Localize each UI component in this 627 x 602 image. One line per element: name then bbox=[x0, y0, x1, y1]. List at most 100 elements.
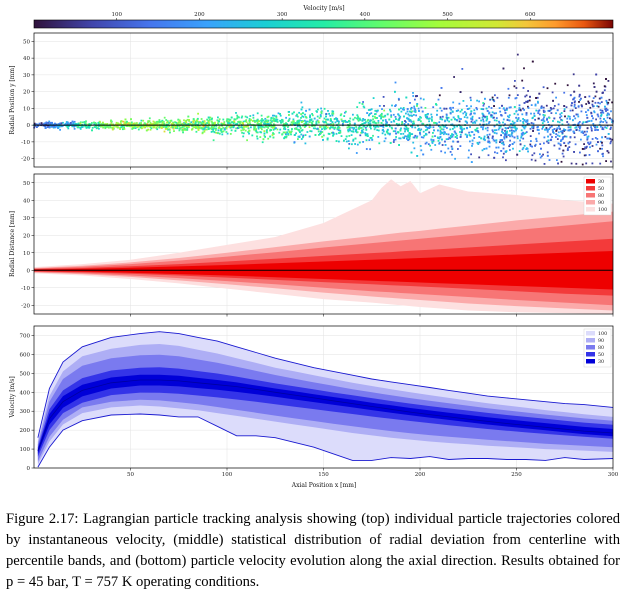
particle-point bbox=[560, 115, 563, 118]
particle-point bbox=[179, 123, 182, 125]
particle-point bbox=[595, 118, 597, 121]
particle-point bbox=[445, 133, 448, 135]
particle-point bbox=[296, 125, 299, 128]
particle-point bbox=[235, 127, 238, 130]
particle-point bbox=[65, 121, 68, 123]
particle-point bbox=[77, 125, 79, 128]
particle-point bbox=[543, 136, 546, 139]
particle-point bbox=[410, 107, 412, 110]
particle-point bbox=[535, 140, 538, 142]
particle-point bbox=[516, 135, 519, 138]
particle-point bbox=[589, 141, 592, 144]
particle-point bbox=[516, 94, 519, 96]
particle-point bbox=[454, 136, 457, 138]
particle-point bbox=[555, 112, 557, 115]
particle-point bbox=[482, 115, 485, 118]
particle-point bbox=[290, 131, 292, 134]
particle-point bbox=[66, 123, 69, 125]
particle-point bbox=[534, 143, 537, 146]
particle-point bbox=[186, 127, 189, 129]
particle-point bbox=[119, 123, 121, 126]
particle-point bbox=[188, 120, 190, 122]
particle-point bbox=[561, 152, 564, 155]
particle-point bbox=[407, 123, 410, 125]
particle-point bbox=[404, 135, 407, 138]
particle-point bbox=[424, 107, 427, 109]
particle-point bbox=[504, 123, 506, 126]
particle-point bbox=[537, 129, 540, 131]
particle-point bbox=[182, 131, 184, 134]
particle-point bbox=[265, 129, 268, 132]
particle-point bbox=[291, 128, 293, 130]
particle-point bbox=[609, 142, 612, 145]
particle-point bbox=[275, 127, 277, 129]
particle-point bbox=[539, 143, 542, 145]
particle-point bbox=[338, 127, 341, 129]
particle-point bbox=[333, 127, 336, 129]
particle-point bbox=[512, 130, 515, 132]
particle-point bbox=[306, 131, 309, 133]
particle-point bbox=[542, 86, 545, 89]
particle-point bbox=[597, 101, 600, 104]
particle-point bbox=[578, 126, 581, 128]
particle-point bbox=[317, 108, 319, 111]
particle-point bbox=[336, 120, 339, 122]
particle-point bbox=[458, 102, 461, 105]
particle-point bbox=[264, 136, 266, 138]
particle-point bbox=[363, 118, 366, 121]
particle-point bbox=[164, 125, 166, 128]
particle-point bbox=[174, 121, 176, 123]
particle-point bbox=[459, 110, 462, 113]
particle-point bbox=[414, 108, 417, 111]
particle-point bbox=[374, 113, 376, 116]
particle-point bbox=[502, 143, 505, 146]
particle-point bbox=[266, 116, 269, 119]
particle-point bbox=[349, 129, 351, 132]
particle-point bbox=[464, 111, 466, 113]
particle-point bbox=[486, 110, 489, 112]
particle-point bbox=[297, 120, 300, 123]
particle-point bbox=[169, 121, 171, 124]
particle-point bbox=[370, 112, 373, 115]
particle-point bbox=[134, 124, 136, 127]
particle-point bbox=[244, 115, 247, 118]
particle-point bbox=[170, 119, 173, 122]
particle-point bbox=[348, 143, 351, 145]
particle-point bbox=[442, 125, 445, 128]
particle-point bbox=[179, 121, 182, 123]
particle-point bbox=[494, 94, 496, 97]
particle-point bbox=[447, 133, 450, 136]
particle-point bbox=[502, 156, 504, 159]
y-tick-label: 40 bbox=[23, 198, 30, 204]
particle-point bbox=[352, 138, 355, 141]
particle-point bbox=[302, 116, 305, 118]
particle-point bbox=[561, 123, 564, 126]
particle-point bbox=[476, 108, 478, 111]
particle-point bbox=[273, 125, 276, 128]
particle-point bbox=[213, 131, 216, 134]
particle-point bbox=[191, 128, 194, 130]
particle-point bbox=[161, 127, 163, 129]
particle-point bbox=[429, 144, 431, 147]
particle-point bbox=[274, 128, 276, 130]
particle-point bbox=[339, 114, 342, 117]
particle-point bbox=[283, 137, 286, 140]
particle-point bbox=[482, 102, 485, 104]
particle-point bbox=[84, 122, 87, 124]
particle-point bbox=[366, 133, 369, 135]
particle-point bbox=[454, 157, 456, 160]
particle-point bbox=[586, 145, 588, 148]
particle-point bbox=[250, 126, 252, 129]
particle-point bbox=[410, 111, 413, 114]
particle-point bbox=[348, 120, 350, 122]
particle-point bbox=[372, 97, 375, 99]
particle-point bbox=[511, 123, 513, 126]
particle-point bbox=[585, 121, 588, 123]
particle-point bbox=[218, 125, 221, 128]
particle-point bbox=[209, 116, 212, 119]
particle-point bbox=[419, 132, 421, 134]
particle-point bbox=[326, 137, 329, 140]
particle-point bbox=[332, 133, 335, 136]
particle-point bbox=[583, 143, 585, 145]
particle-point bbox=[238, 121, 241, 124]
